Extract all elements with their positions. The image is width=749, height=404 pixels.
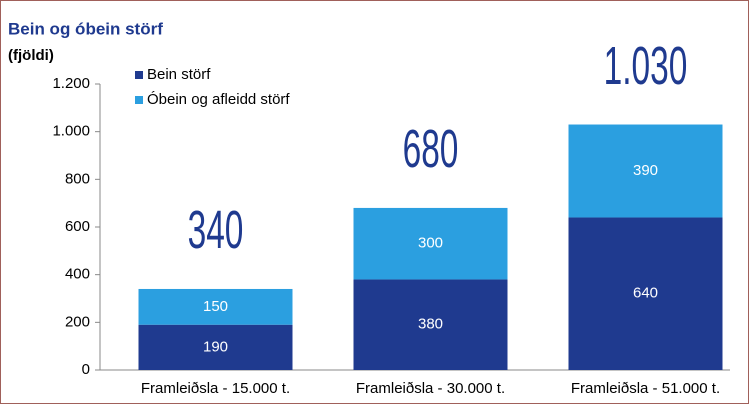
y-axis-label: (fjöldi) (8, 47, 54, 64)
bar-segment (568, 124, 723, 218)
legend-swatch (135, 96, 143, 104)
total-label: 340 (188, 199, 244, 260)
bar-segment (138, 324, 293, 370)
segment-label: 390 (633, 162, 658, 179)
y-tick-label: 200 (65, 313, 90, 330)
segment-label: 190 (203, 338, 228, 355)
y-tick-label: 600 (65, 218, 90, 235)
legend-label: Bein störf (147, 66, 211, 83)
chart-title: Bein og óbein störf (8, 19, 163, 38)
x-tick-label: Framleiðsla - 15.000 t. (141, 380, 290, 397)
y-tick-label: 1.200 (52, 75, 90, 92)
segment-label: 300 (418, 235, 443, 252)
y-tick-label: 400 (65, 266, 90, 283)
segment-label: 380 (418, 316, 443, 333)
bar-segment (353, 207, 508, 280)
total-label: 1.030 (604, 34, 688, 95)
y-tick-label: 0 (82, 361, 90, 378)
legend-swatch (135, 71, 143, 79)
y-tick-label: 1.000 (52, 123, 90, 140)
bar-segment (568, 217, 723, 370)
segment-label: 150 (203, 298, 228, 315)
y-tick-label: 800 (65, 170, 90, 187)
bar-segment (353, 279, 508, 370)
x-tick-label: Framleiðsla - 30.000 t. (356, 380, 505, 397)
segment-label: 640 (633, 285, 658, 302)
x-tick-label: Framleiðsla - 51.000 t. (571, 380, 720, 397)
bar-segment (138, 288, 293, 325)
legend-label: Óbein og afleidd störf (147, 91, 290, 108)
total-label: 680 (403, 118, 459, 179)
